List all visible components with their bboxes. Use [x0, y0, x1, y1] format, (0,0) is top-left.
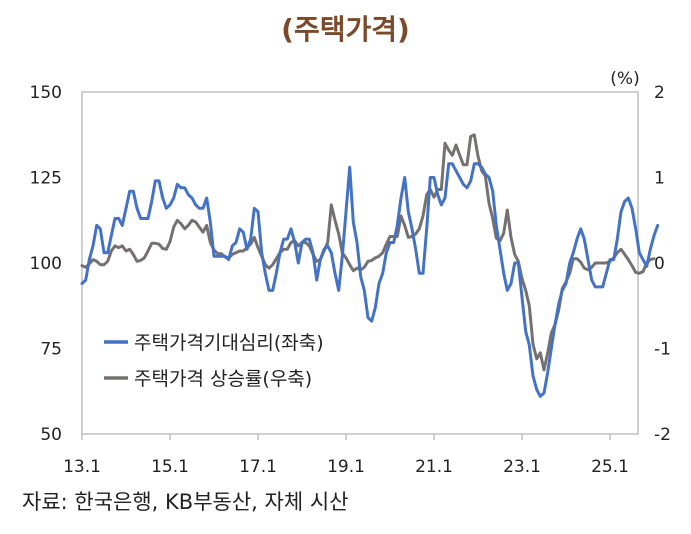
- y-left-tick-label: 125: [30, 169, 62, 189]
- chart-title: (주택가격): [281, 13, 410, 46]
- y-axis-right: 2 1 0 -1 -2: [654, 83, 671, 445]
- x-tick-label: 13.1: [63, 457, 101, 477]
- legend: 주택가격기대심리(좌축) 주택가격 상승률(우축): [104, 332, 324, 390]
- y-left-tick-label: 100: [30, 254, 62, 274]
- x-tick-label: 23.1: [503, 457, 541, 477]
- y-right-tick-label: 2: [654, 83, 665, 103]
- series-layer: [80, 133, 660, 398]
- legend-label: 주택가격기대심리(좌축): [134, 332, 324, 354]
- x-tick-label: 19.1: [327, 457, 365, 477]
- x-tick-label: 17.1: [239, 457, 277, 477]
- y-right-tick-label: -1: [654, 340, 671, 360]
- plot-frame: [81, 91, 639, 435]
- y-left-tick-label: 50: [40, 425, 62, 445]
- x-axis: 13.1 15.1 17.1 19.1 21.1 23.1 25.1: [63, 434, 629, 477]
- right-axis-unit: (%): [610, 69, 639, 89]
- y-right-tick-label: 1: [654, 169, 665, 189]
- x-tick-label: 15.1: [151, 457, 189, 477]
- legend-label: 주택가격 상승률(우축): [134, 368, 312, 390]
- x-tick-label: 21.1: [415, 457, 453, 477]
- y-right-tick-label: 0: [654, 254, 665, 274]
- y-left-tick-label: 75: [40, 340, 62, 360]
- y-left-tick-label: 150: [30, 83, 62, 103]
- y-axis-left: 150 125 100 75 50: [30, 83, 62, 445]
- x-tick-label: 25.1: [591, 457, 629, 477]
- source-note: 자료: 한국은행, KB부동산, 자체 시산: [22, 490, 349, 514]
- y-right-tick-label: -2: [654, 425, 671, 445]
- series-line-expectation: [80, 162, 660, 398]
